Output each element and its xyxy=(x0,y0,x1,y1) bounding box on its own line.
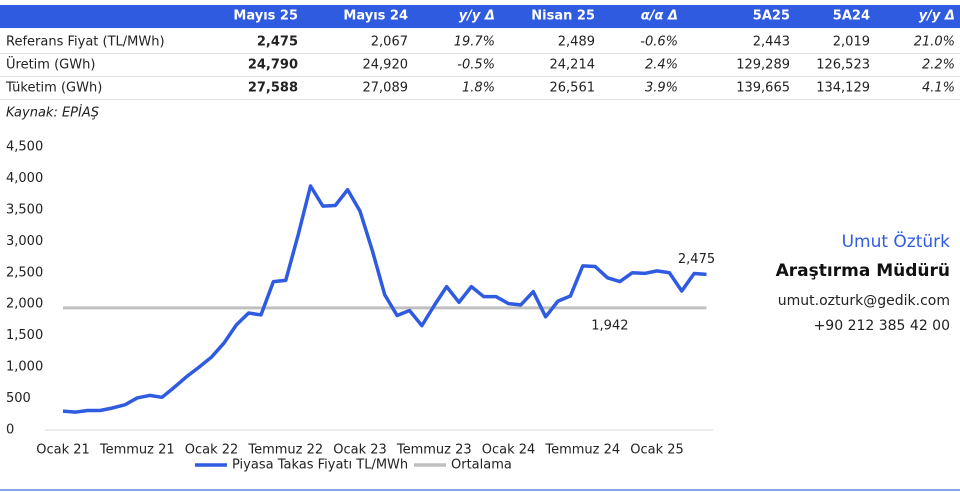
contact-email: umut.ozturk@gedik.com xyxy=(778,293,950,309)
table-cell: 19.7% xyxy=(454,35,495,50)
table-cell: -0.5% xyxy=(457,58,495,73)
source: Kaynak: EPİAŞ xyxy=(6,105,99,121)
table-cell: 24,790 xyxy=(248,58,298,73)
y-tick-label: 2,000 xyxy=(6,297,43,312)
x-tick-label: Temmuz 23 xyxy=(396,443,472,458)
table-cell: 26,561 xyxy=(550,81,596,96)
x-tick-label: Ocak 25 xyxy=(630,443,684,458)
table-header-cell: Mayıs 25 xyxy=(233,9,298,24)
y-tick-label: 500 xyxy=(6,391,31,406)
table-header-cell: y/y Δ xyxy=(459,9,495,24)
y-tick-label: 2,500 xyxy=(6,265,43,280)
table-header-cell: Nisan 25 xyxy=(531,9,595,24)
table-cell: 4.1% xyxy=(922,81,955,96)
x-tick-label: Ocak 24 xyxy=(482,443,536,458)
table-cell: 24,214 xyxy=(550,58,596,73)
table-cell: 24,920 xyxy=(363,58,409,73)
table-header-cell: y/y Δ xyxy=(919,9,955,24)
x-tick-label: Ocak 21 xyxy=(36,443,90,458)
table-cell: 2,489 xyxy=(558,35,595,50)
data-label: 2,475 xyxy=(678,252,715,267)
y-tick-label: 0 xyxy=(6,423,14,438)
contact-name: Umut Öztürk xyxy=(842,230,951,252)
data-label: 1,942 xyxy=(591,318,628,333)
table-cell: 129,289 xyxy=(736,58,790,73)
table-cell: 134,129 xyxy=(816,81,870,96)
table-cell: 2,475 xyxy=(257,35,298,50)
legend-label: Ortalama xyxy=(451,458,512,473)
table-cell: 2.2% xyxy=(922,58,955,73)
contact-role: Araştırma Müdürü xyxy=(776,261,950,281)
table-cell: Referans Fiyat (TL/MWh) xyxy=(6,35,165,50)
x-tick-label: Ocak 23 xyxy=(333,443,387,458)
table-header-bg xyxy=(0,5,960,28)
table-cell: 2,019 xyxy=(833,35,870,50)
table-cell: 27,588 xyxy=(248,81,298,96)
y-tick-label: 3,500 xyxy=(6,202,43,217)
x-tick-label: Temmuz 22 xyxy=(247,443,323,458)
table-header-cell: α/α Δ xyxy=(641,9,678,24)
table-cell: 2,443 xyxy=(753,35,790,50)
table-cell: 2.4% xyxy=(645,58,678,73)
y-tick-label: 4,500 xyxy=(6,140,43,155)
table-cell: -0.6% xyxy=(640,35,678,50)
series-line xyxy=(62,184,707,414)
x-tick-label: Temmuz 21 xyxy=(99,443,175,458)
table-cell: 139,665 xyxy=(736,81,790,96)
table-cell: Tüketim (GWh) xyxy=(5,81,102,96)
table-cell: 126,523 xyxy=(816,58,870,73)
x-tick-label: Ocak 22 xyxy=(185,443,239,458)
table-cell: 3.9% xyxy=(645,81,678,96)
table-cell: 21.0% xyxy=(914,35,955,50)
table-header-cell: 5A25 xyxy=(753,9,790,24)
table-cell: Üretim (GWh) xyxy=(6,56,95,73)
table-cell: 1.8% xyxy=(462,81,495,96)
table-header-cell: Mayıs 24 xyxy=(343,9,408,24)
x-tick-label: Temmuz 24 xyxy=(544,443,620,458)
table-header-cell: 5A24 xyxy=(833,9,870,24)
table-cell: 27,089 xyxy=(363,81,409,96)
y-tick-label: 3,000 xyxy=(6,234,43,249)
y-tick-label: 1,000 xyxy=(6,360,43,375)
y-tick-label: 4,000 xyxy=(6,171,43,186)
y-tick-label: 1,500 xyxy=(6,328,43,343)
table-cell: 2,067 xyxy=(371,35,408,50)
contact-phone: +90 212 385 42 00 xyxy=(814,318,950,334)
legend-label: Piyasa Takas Fiyatı TL/MWh xyxy=(232,458,408,473)
